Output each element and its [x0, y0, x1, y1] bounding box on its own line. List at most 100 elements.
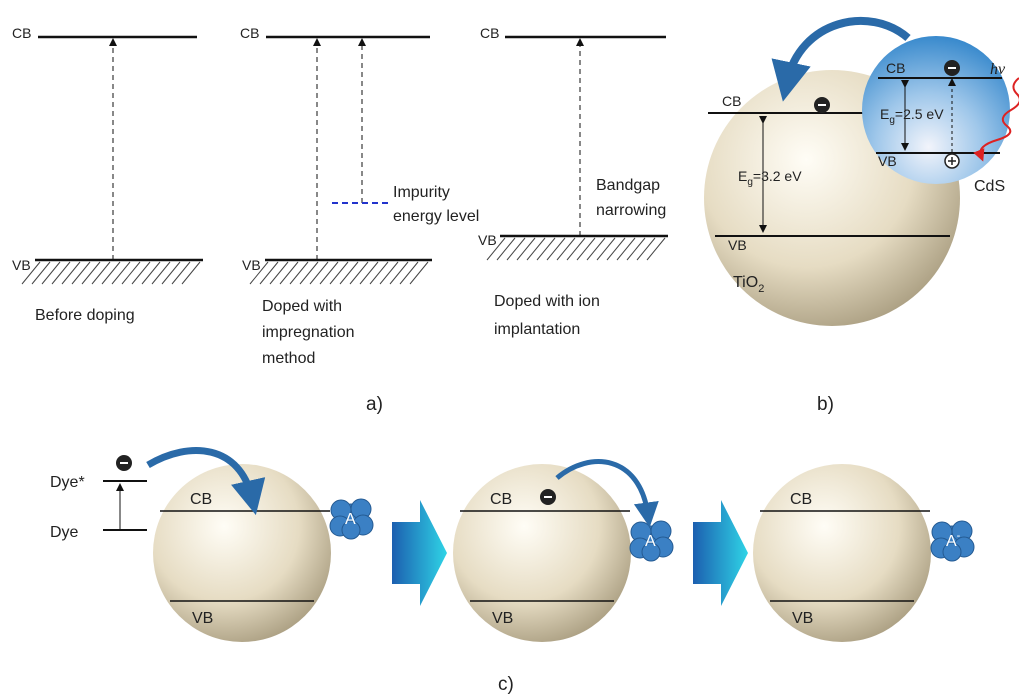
- hatch: [310, 262, 328, 284]
- hatch: [577, 238, 595, 260]
- cb-label: CB: [480, 25, 499, 41]
- symbol: E: [880, 106, 889, 122]
- hatch: [400, 262, 418, 284]
- cb-label: CB: [190, 491, 212, 508]
- hatch: [152, 262, 170, 284]
- body: {"panel_a": {"label": "a)", "diagrams": …: [0, 0, 1019, 698]
- acceptor-name: A: [345, 511, 356, 528]
- vb-label: VB: [728, 237, 747, 253]
- hatch: [557, 238, 575, 260]
- caption: Doped with: [262, 298, 342, 315]
- superscript: -: [957, 530, 961, 542]
- caption: implantation: [494, 321, 580, 338]
- hatch: [112, 262, 130, 284]
- cb-label: CB: [722, 93, 741, 109]
- caption: method: [262, 350, 315, 367]
- hatch: [320, 262, 338, 284]
- hatch: [52, 262, 70, 284]
- hatch: [370, 262, 388, 284]
- hatch: [340, 262, 358, 284]
- annotation: Impurity: [393, 184, 450, 201]
- vb-label: VB: [192, 610, 213, 627]
- symbol: E: [738, 168, 747, 184]
- hatch: [62, 262, 80, 284]
- hatch: [260, 262, 278, 284]
- hatch: [182, 262, 200, 284]
- vb-label: VB: [478, 232, 497, 248]
- hatch: [637, 238, 655, 260]
- hatch: [380, 262, 398, 284]
- panel-label: a): [366, 394, 383, 415]
- particle: [753, 464, 931, 642]
- hatch: [162, 262, 180, 284]
- cb-label: CB: [240, 25, 259, 41]
- hatch: [360, 262, 378, 284]
- hatch: [517, 238, 535, 260]
- figure: CB VB Before doping CB Impurity energy l…: [0, 0, 1019, 698]
- hatch: [132, 262, 150, 284]
- panel-label: c): [498, 674, 514, 695]
- hatch: [527, 238, 545, 260]
- acceptor-name: A: [645, 533, 656, 550]
- light: hv: [990, 61, 1006, 78]
- hatch: [547, 238, 565, 260]
- annotation: energy level: [393, 208, 479, 225]
- electron: [116, 455, 132, 471]
- acceptor-label: A: [645, 533, 656, 550]
- material: CdS: [974, 178, 1005, 195]
- hatch: [300, 262, 318, 284]
- hatch: [390, 262, 408, 284]
- hole: [945, 154, 959, 168]
- cb-label: CB: [490, 491, 512, 508]
- hatch: [32, 262, 50, 284]
- hatch: [587, 238, 605, 260]
- acceptor-name: A: [946, 533, 957, 550]
- panel-label: b): [817, 394, 834, 415]
- hatch: [607, 238, 625, 260]
- hatch: [497, 238, 515, 260]
- hatch: [537, 238, 555, 260]
- particle: [453, 464, 631, 642]
- electron: [944, 60, 960, 76]
- acceptor-label: A: [345, 511, 356, 528]
- cb-label: CB: [790, 491, 812, 508]
- caption: impregnation: [262, 324, 355, 341]
- hatch: [102, 262, 120, 284]
- vb-label: VB: [492, 610, 513, 627]
- hatch: [270, 262, 288, 284]
- hatch: [410, 262, 428, 284]
- electron: [814, 97, 830, 113]
- cb-label: CB: [12, 25, 31, 41]
- value: =3.2 eV: [753, 168, 802, 184]
- hatch: [350, 262, 368, 284]
- name: TiO: [733, 274, 758, 291]
- panel-a: CB VB Before doping CB Impurity energy l…: [12, 25, 668, 415]
- hatch: [597, 238, 615, 260]
- hatch: [647, 238, 665, 260]
- hatch: [280, 262, 298, 284]
- hatch: [330, 262, 348, 284]
- vb-label: VB: [12, 257, 31, 273]
- subscript: 2: [758, 283, 764, 295]
- hatch: [82, 262, 100, 284]
- caption: Doped with ion: [494, 293, 600, 310]
- particle: [153, 464, 331, 642]
- step-arrow: [693, 500, 748, 606]
- hatch: [172, 262, 190, 284]
- panel-b: CB VB Eg=3.2 eV TiO2 CB VB Eg=2.5 eV CdS…: [704, 21, 1019, 415]
- cb-label: CB: [886, 60, 905, 76]
- hatch: [617, 238, 635, 260]
- electron: [540, 489, 556, 505]
- annotation: narrowing: [596, 202, 666, 219]
- caption: Before doping: [35, 307, 135, 324]
- vb-label: VB: [792, 610, 813, 627]
- hatch: [290, 262, 308, 284]
- hatch: [507, 238, 525, 260]
- value: =2.5 eV: [895, 106, 944, 122]
- hatch: [72, 262, 90, 284]
- hatch: [42, 262, 60, 284]
- hatch: [92, 262, 110, 284]
- hatch: [122, 262, 140, 284]
